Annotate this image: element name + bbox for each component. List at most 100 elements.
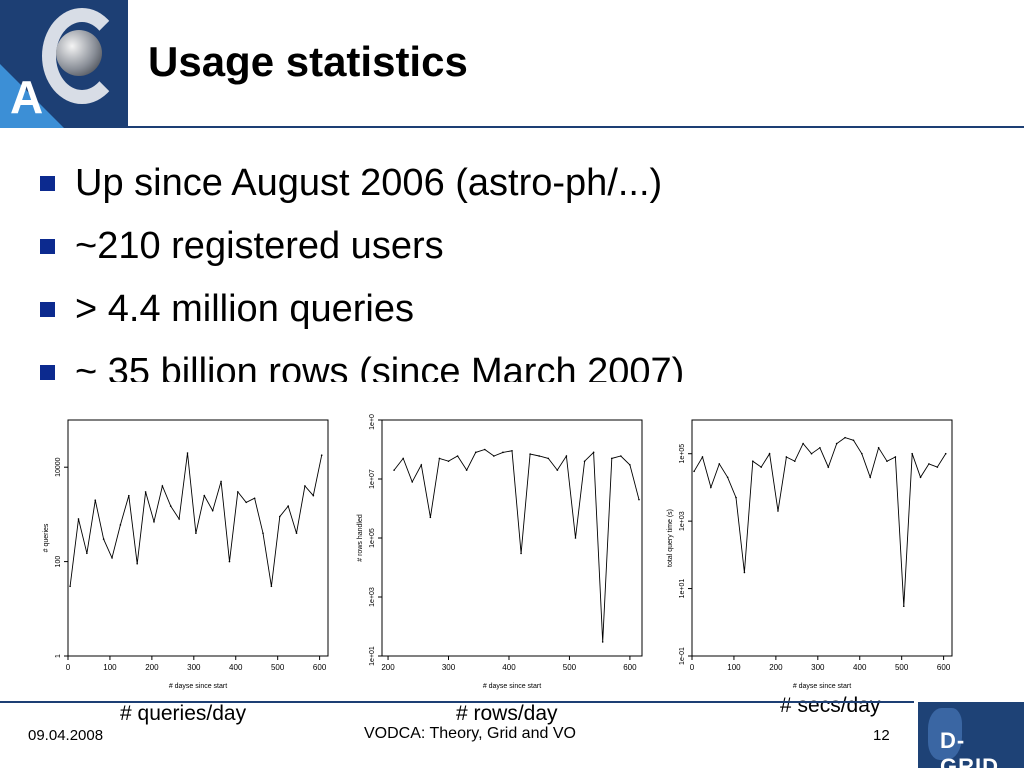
logo-letter: A bbox=[10, 71, 44, 123]
data-point bbox=[128, 494, 130, 497]
data-point bbox=[237, 491, 239, 493]
bullet-item: ~210 registered users bbox=[40, 215, 840, 278]
x-tick-label: 200 bbox=[145, 663, 159, 672]
bullet-square-icon bbox=[40, 365, 55, 380]
data-point bbox=[629, 464, 631, 466]
x-tick-label: 200 bbox=[381, 663, 395, 672]
bullet-text: ~ 35 billion rows (since March 2007) bbox=[75, 351, 685, 382]
data-point bbox=[944, 452, 947, 455]
data-point bbox=[287, 505, 289, 507]
y-axis-label: total query time (s) bbox=[667, 509, 674, 567]
data-point bbox=[735, 496, 737, 499]
data-point bbox=[111, 557, 113, 559]
data-point bbox=[919, 476, 922, 479]
data-point bbox=[911, 452, 913, 455]
data-point bbox=[877, 446, 880, 449]
data-point bbox=[295, 532, 298, 534]
data-point bbox=[195, 532, 197, 534]
data-point bbox=[610, 457, 613, 460]
y-tick-label: 1e+01 bbox=[679, 579, 686, 599]
data-point bbox=[511, 450, 513, 452]
data-point bbox=[520, 552, 522, 555]
slide-title: Usage statistics bbox=[148, 38, 468, 85]
data-point bbox=[638, 498, 640, 501]
data-point bbox=[601, 641, 604, 643]
data-point bbox=[556, 469, 559, 471]
bullet-square-icon bbox=[40, 176, 55, 191]
series-line bbox=[693, 437, 947, 607]
y-tick-label: 1e+03 bbox=[679, 511, 686, 531]
data-point bbox=[203, 494, 206, 497]
bullet-item: Up since August 2006 (astro-ph/...) bbox=[40, 152, 840, 215]
data-point bbox=[393, 469, 395, 471]
data-point bbox=[574, 537, 577, 539]
plot-frame bbox=[67, 419, 329, 657]
data-point bbox=[136, 562, 138, 565]
y-tick-label: 1e-01 bbox=[679, 647, 686, 665]
y-tick-label: 1e+01 bbox=[369, 646, 376, 666]
x-axis-label: # dayse since start bbox=[483, 683, 541, 690]
x-tick-label: 600 bbox=[623, 663, 637, 672]
data-point bbox=[743, 571, 746, 574]
data-point bbox=[270, 585, 273, 588]
data-point bbox=[278, 515, 281, 518]
data-point bbox=[710, 486, 712, 489]
rows-per-day-chart: 200 300 400 500 600 1e+01 1e+03 1e+05 1e+07 1e+09… bbox=[354, 414, 654, 698]
data-point bbox=[785, 456, 788, 458]
data-point bbox=[304, 485, 306, 487]
data-point bbox=[262, 532, 264, 534]
data-point bbox=[144, 491, 147, 493]
data-point bbox=[402, 457, 404, 460]
x-tick-label: 100 bbox=[727, 663, 741, 672]
caption-secs: # secs/day bbox=[780, 694, 881, 717]
data-point bbox=[169, 505, 172, 507]
data-point bbox=[902, 605, 905, 607]
d-grid-logo: D-GRID bbox=[918, 702, 1024, 768]
data-point bbox=[583, 460, 586, 463]
data-point bbox=[844, 436, 846, 439]
data-point bbox=[102, 538, 105, 540]
data-point bbox=[936, 466, 939, 468]
y-tick-label: 1e+05 bbox=[679, 444, 686, 464]
data-point bbox=[186, 452, 189, 454]
y-tick-label: 100 bbox=[55, 556, 62, 568]
data-point bbox=[69, 585, 71, 588]
data-point bbox=[161, 485, 164, 487]
data-point bbox=[483, 448, 486, 451]
data-point bbox=[253, 497, 256, 500]
data-point bbox=[438, 457, 441, 460]
x-tick-label: 300 bbox=[187, 663, 201, 672]
footer-divider bbox=[0, 701, 914, 703]
bullet-list: Up since August 2006 (astro-ph/...) ~210… bbox=[40, 152, 840, 382]
data-point bbox=[220, 480, 222, 483]
data-point bbox=[752, 460, 754, 462]
secs-per-day-chart: 0 100 200 300 400 500 600 1e-01 1e+01 1e+03 1e+05 #… bbox=[664, 414, 964, 698]
data-point bbox=[77, 518, 80, 520]
data-point bbox=[411, 481, 414, 483]
x-tick-label: 0 bbox=[690, 663, 695, 672]
data-point bbox=[420, 464, 423, 466]
data-point bbox=[502, 451, 504, 454]
data-point bbox=[94, 499, 97, 501]
x-tick-label: 500 bbox=[271, 663, 285, 672]
x-axis-label: # dayse since start bbox=[793, 683, 851, 690]
x-tick-label: 100 bbox=[103, 663, 117, 672]
footer-date: 09.04.2008 bbox=[28, 727, 104, 744]
data-point bbox=[827, 466, 830, 468]
caption-rows: # rows/day bbox=[456, 702, 558, 725]
x-tick-label: 400 bbox=[853, 663, 867, 672]
y-tick-label: 10000 bbox=[55, 457, 62, 477]
bullet-square-icon bbox=[40, 239, 55, 254]
data-point bbox=[228, 560, 231, 563]
series-line bbox=[393, 449, 640, 642]
data-point bbox=[835, 442, 838, 445]
data-point bbox=[869, 476, 872, 479]
data-point bbox=[693, 470, 695, 473]
y-axis-label: # queries bbox=[43, 523, 50, 552]
data-point bbox=[565, 455, 568, 457]
data-point bbox=[726, 476, 729, 479]
bullet-item: > 4.4 million queries bbox=[40, 278, 840, 341]
data-point bbox=[852, 439, 855, 442]
data-point bbox=[119, 524, 122, 526]
data-point bbox=[620, 455, 622, 457]
